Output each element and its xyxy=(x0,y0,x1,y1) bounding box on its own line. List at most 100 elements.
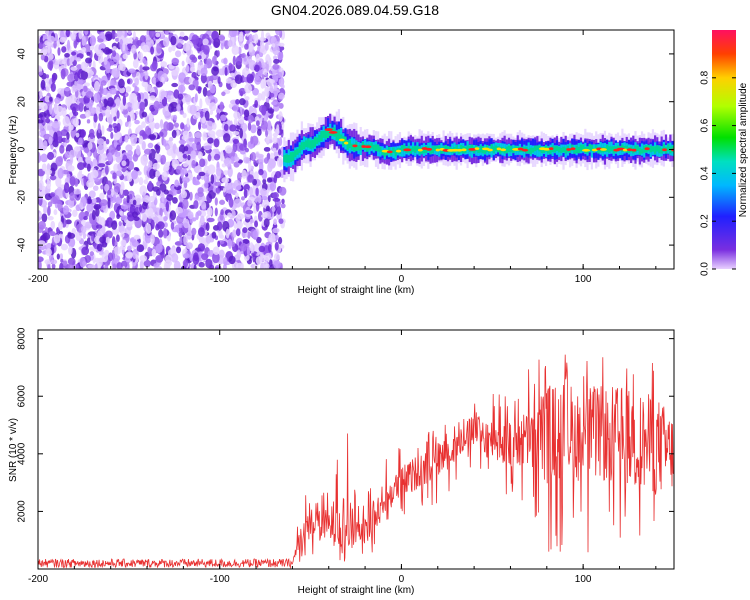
spectrogram-noise-cell xyxy=(227,238,233,249)
spectrogram-noise-cell xyxy=(144,125,151,135)
spectrogram-noise-cell xyxy=(186,50,191,57)
spectrogram-noise-cell xyxy=(154,151,160,162)
spectrogram-noise-cell xyxy=(199,158,206,168)
spectrogram-noise-cell xyxy=(228,182,236,189)
spectrogram-noise-cell xyxy=(258,245,266,253)
spectrogram-noise-cell xyxy=(99,83,104,93)
spectrogram-noise-cell xyxy=(199,98,203,109)
colorbar-tick-label: 0.2 xyxy=(700,214,711,228)
spectrogram-noise-cell xyxy=(112,194,117,201)
spectrogram-peak-cell xyxy=(338,138,345,142)
spectrogram-peak-cell xyxy=(548,147,554,150)
spectrogram-noise-cell xyxy=(140,155,149,166)
spectrogram-noise-cell xyxy=(131,112,135,122)
spectrogram-noise-cell xyxy=(131,211,139,218)
spectrogram-noise-cell xyxy=(261,107,267,116)
spectrogram-peak-cell xyxy=(435,148,440,152)
spectrogram-noise-cell xyxy=(80,129,85,139)
spectrogram-noise-cell xyxy=(183,259,189,268)
spectrogram-noise-cell xyxy=(59,262,64,269)
spectrogram-noise-cell xyxy=(226,195,232,201)
spectrogram-noise-cell xyxy=(105,236,111,244)
spectrogram-noise-cell xyxy=(209,109,214,116)
spectrogram-noise-cell xyxy=(56,253,60,260)
spectrogram-noise-cell xyxy=(84,147,90,154)
spectrogram-signal-cell xyxy=(564,147,567,154)
spectrogram-noise-cell xyxy=(252,87,259,96)
spectrogram-noise-cell xyxy=(178,212,186,218)
spectrogram-noise-cell xyxy=(267,243,272,253)
spectrogram-signal-cell xyxy=(320,131,323,142)
spectrogram-signal-cell xyxy=(289,152,293,162)
spectrogram-noise-cell xyxy=(273,55,278,60)
spectrogram-noise-cell xyxy=(99,192,105,200)
spectrogram-signal-cell xyxy=(311,139,314,149)
spectrogram-noise-cell xyxy=(156,189,161,196)
spectrogram-noise-cell xyxy=(161,171,168,181)
spectrogram-noise-cell xyxy=(97,30,105,33)
spectrogram-noise-cell xyxy=(84,30,89,36)
spectrogram-x-ticks: -200 -100 0 100 xyxy=(28,30,657,285)
spectrogram-signal-cell xyxy=(287,154,290,163)
spectrogram-noise-cell xyxy=(118,78,125,89)
spectrogram-noise-cell xyxy=(192,254,200,265)
spectrogram-signal-cell xyxy=(455,145,458,152)
spectrogram-noise-cell xyxy=(223,256,228,267)
snr-x-tick-label: -100 xyxy=(210,574,230,585)
spectrogram-noise-cell xyxy=(260,61,267,68)
snr-x-tick-label: 100 xyxy=(575,574,592,585)
spectrogram-y-tick-label: 20 xyxy=(17,96,28,108)
spectrogram-noise-cell xyxy=(95,215,102,224)
spectrogram-noise-cell xyxy=(86,202,94,213)
spectrogram-noise-cell xyxy=(115,96,121,107)
spectrogram-noise-cell xyxy=(164,105,169,112)
spectrogram-noise-cell xyxy=(38,104,42,110)
spectrogram-noise-cell xyxy=(110,131,114,140)
spectrogram-noise-cell xyxy=(175,246,182,254)
spectrogram-noise-cell xyxy=(222,187,227,193)
spectrogram-noise-cell xyxy=(263,78,267,89)
spectrogram-peak-cell xyxy=(461,148,467,152)
spectrogram-noise-cell xyxy=(106,152,113,162)
spectrogram-noise-cell xyxy=(249,186,253,197)
spectrogram-noise-cell xyxy=(149,95,156,101)
spectrogram-signal-cell xyxy=(383,149,386,157)
spectrogram-noise-cell xyxy=(78,202,84,209)
spectrogram-noise-cell xyxy=(59,30,65,40)
spectrogram-signal-cell xyxy=(658,146,661,154)
spectrogram-noise-cell xyxy=(106,127,114,132)
spectrogram-noise-cell xyxy=(204,145,212,150)
spectrogram-noise-cell xyxy=(249,219,255,224)
spectrogram-signal-cell xyxy=(294,150,297,158)
spectrogram-noise-cell xyxy=(143,259,151,268)
spectrogram-noise-cell xyxy=(192,180,201,186)
spectrogram-noise-cell xyxy=(262,178,267,185)
spectrogram-signal-cell xyxy=(283,155,286,163)
spectrogram-noise-cell xyxy=(190,150,197,160)
spectrogram-noise-cell xyxy=(272,227,280,234)
spectrogram-noise-cell xyxy=(184,145,189,152)
spectrogram-noise-cell xyxy=(242,227,248,234)
spectrogram-noise-cell xyxy=(125,252,134,259)
spectrogram-peak-cell xyxy=(644,147,650,151)
spectrogram-noise-cell xyxy=(97,122,101,134)
spectrogram-noise-cell xyxy=(207,153,212,162)
spectrogram-noise-cell xyxy=(137,92,141,103)
snr-frame xyxy=(37,329,675,570)
spectrogram-noise-cell xyxy=(66,39,71,51)
spectrogram-noise-cell xyxy=(155,32,161,38)
spectrogram-noise-cell xyxy=(269,181,277,192)
spectrogram-noise-cell xyxy=(72,85,79,92)
spectrogram-noise-cell xyxy=(83,85,88,93)
spectrogram-noise-cell xyxy=(170,221,175,230)
spectrogram-noise-cell xyxy=(177,151,184,163)
spectrogram-noise-cell xyxy=(251,186,256,197)
spectrogram-noise-cell xyxy=(254,220,259,228)
spectrogram-signal-cell xyxy=(438,145,441,151)
spectrogram-noise-cell xyxy=(187,154,191,161)
spectrogram-noise-cell xyxy=(95,106,101,115)
spectrogram-noise-cell xyxy=(203,181,209,189)
spectrogram-signal-cell xyxy=(370,142,373,149)
spectrogram-noise-cell xyxy=(243,188,248,199)
spectrogram-noise-cell xyxy=(216,112,220,121)
